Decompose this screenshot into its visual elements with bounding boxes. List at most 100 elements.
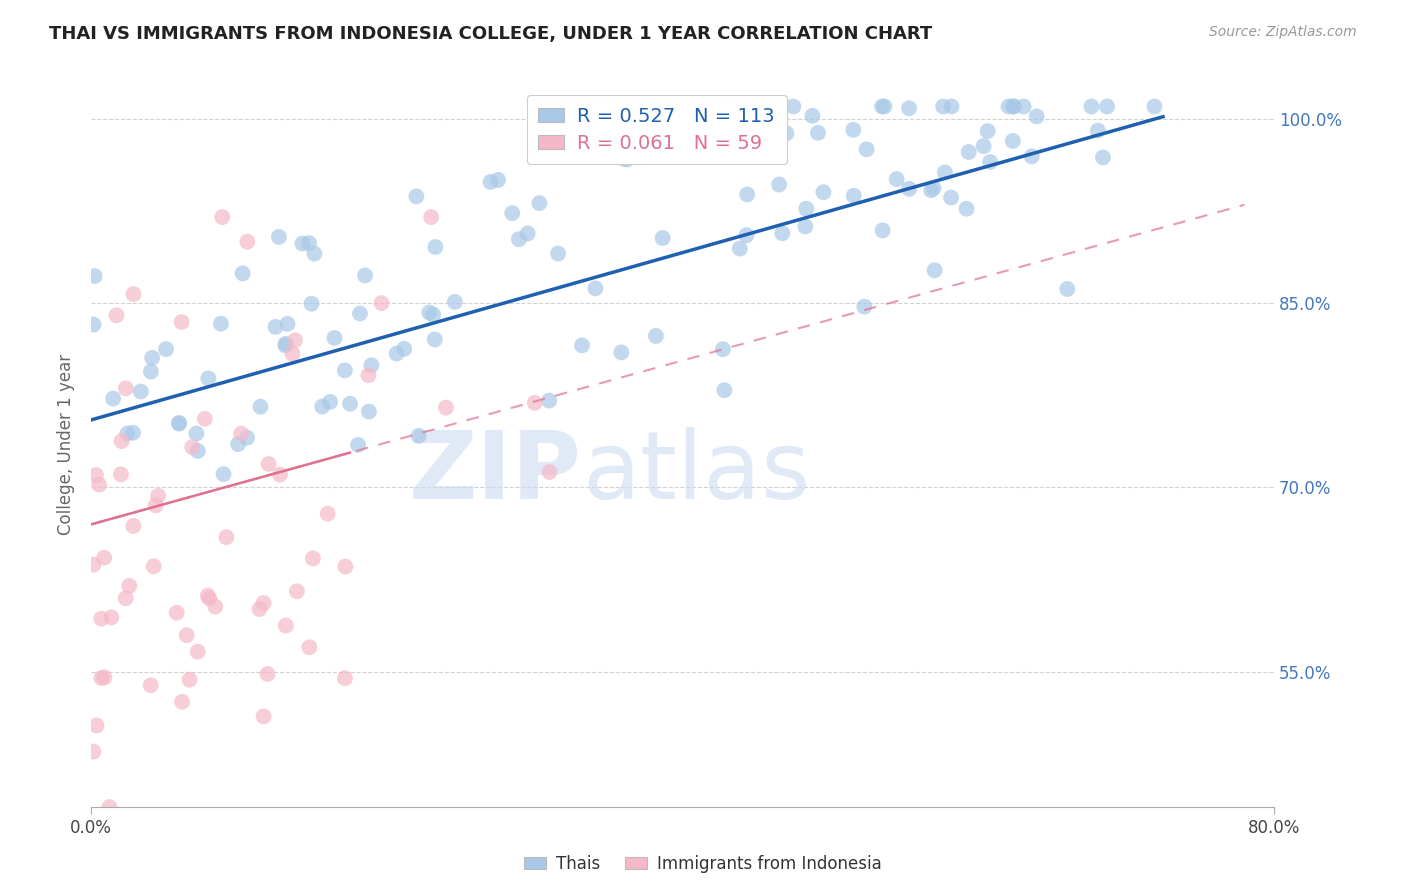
Point bbox=[1002, 99, 1025, 113]
Point bbox=[1001, 134, 1024, 148]
Point bbox=[215, 530, 238, 544]
Text: ZIP: ZIP bbox=[409, 427, 582, 519]
Point bbox=[179, 673, 201, 687]
Point bbox=[855, 142, 877, 156]
Point bbox=[898, 182, 921, 196]
Point bbox=[122, 519, 145, 533]
Point bbox=[529, 196, 551, 211]
Point bbox=[274, 618, 297, 632]
Point bbox=[1080, 99, 1102, 113]
Point bbox=[444, 294, 467, 309]
Point bbox=[1143, 99, 1166, 113]
Point bbox=[842, 122, 865, 136]
Point bbox=[735, 228, 758, 243]
Point bbox=[1056, 282, 1078, 296]
Point bbox=[434, 401, 457, 415]
Text: THAI VS IMMIGRANTS FROM INDONESIA COLLEGE, UNDER 1 YEAR CORRELATION CHART: THAI VS IMMIGRANTS FROM INDONESIA COLLEG… bbox=[49, 25, 932, 43]
Point bbox=[115, 381, 138, 395]
Point bbox=[807, 126, 830, 140]
Point bbox=[129, 384, 152, 399]
Point bbox=[186, 426, 208, 441]
Point bbox=[872, 223, 894, 237]
Point bbox=[842, 188, 865, 202]
Legend: Thais, Immigrants from Indonesia: Thais, Immigrants from Indonesia bbox=[517, 848, 889, 880]
Point bbox=[264, 320, 287, 334]
Text: atlas: atlas bbox=[582, 427, 810, 519]
Point bbox=[249, 400, 271, 414]
Point bbox=[176, 628, 198, 642]
Point bbox=[979, 155, 1001, 169]
Point bbox=[181, 440, 204, 454]
Point bbox=[89, 477, 111, 491]
Point bbox=[249, 602, 271, 616]
Point bbox=[212, 467, 235, 482]
Point bbox=[997, 99, 1019, 113]
Point bbox=[873, 99, 896, 113]
Point bbox=[538, 465, 561, 479]
Point bbox=[90, 671, 112, 685]
Point bbox=[84, 468, 107, 483]
Point bbox=[976, 124, 998, 138]
Point bbox=[538, 393, 561, 408]
Point bbox=[167, 416, 190, 430]
Point bbox=[420, 210, 443, 224]
Point bbox=[98, 800, 121, 814]
Point bbox=[167, 417, 190, 431]
Point bbox=[197, 589, 219, 603]
Point bbox=[425, 240, 447, 254]
Point bbox=[486, 173, 509, 187]
Point bbox=[86, 718, 108, 732]
Point bbox=[775, 126, 797, 140]
Point bbox=[347, 438, 370, 452]
Point bbox=[898, 101, 921, 115]
Point bbox=[252, 596, 274, 610]
Point bbox=[298, 236, 321, 251]
Point bbox=[770, 227, 793, 241]
Point bbox=[141, 351, 163, 365]
Point bbox=[423, 333, 446, 347]
Point bbox=[418, 305, 440, 319]
Point bbox=[1095, 99, 1118, 113]
Point bbox=[166, 606, 188, 620]
Point bbox=[932, 99, 955, 113]
Point bbox=[813, 185, 835, 199]
Point bbox=[256, 667, 278, 681]
Point bbox=[920, 183, 942, 197]
Point bbox=[93, 670, 115, 684]
Point bbox=[257, 457, 280, 471]
Point bbox=[516, 227, 538, 241]
Point bbox=[335, 559, 357, 574]
Point bbox=[955, 202, 977, 216]
Point bbox=[1087, 123, 1109, 137]
Point bbox=[711, 343, 734, 357]
Point bbox=[508, 232, 530, 246]
Point bbox=[408, 429, 430, 443]
Point bbox=[145, 499, 167, 513]
Point bbox=[90, 612, 112, 626]
Point bbox=[115, 426, 138, 441]
Point bbox=[111, 434, 134, 448]
Point bbox=[252, 709, 274, 723]
Point bbox=[360, 358, 382, 372]
Point bbox=[236, 235, 259, 249]
Point bbox=[194, 412, 217, 426]
Point bbox=[349, 307, 371, 321]
Point bbox=[1091, 150, 1114, 164]
Point bbox=[209, 317, 232, 331]
Point bbox=[231, 426, 253, 441]
Point bbox=[267, 230, 290, 244]
Point bbox=[187, 645, 209, 659]
Point bbox=[285, 584, 308, 599]
Point bbox=[105, 308, 128, 322]
Point bbox=[301, 296, 323, 310]
Point bbox=[853, 300, 876, 314]
Point bbox=[302, 551, 325, 566]
Point bbox=[501, 206, 523, 220]
Point bbox=[924, 263, 946, 277]
Point bbox=[922, 181, 945, 195]
Point bbox=[728, 242, 751, 256]
Point bbox=[83, 268, 105, 283]
Point bbox=[323, 331, 346, 345]
Point bbox=[339, 397, 361, 411]
Point bbox=[122, 425, 145, 440]
